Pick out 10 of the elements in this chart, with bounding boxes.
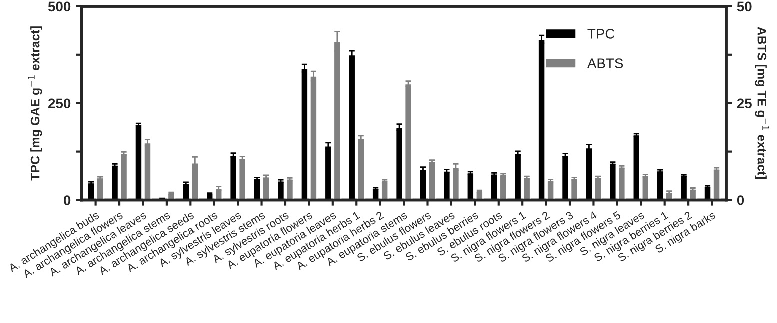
y-axis-title: TPC [mg GAE g$^{−1}$ extract]	[28, 26, 42, 181]
y2-tick-label: 50	[737, 2, 752, 12]
legend-label: TPC	[588, 29, 615, 39]
y-tick-label: 250	[48, 98, 71, 109]
y-tick-label: 500	[48, 2, 71, 12]
y-tick-label: 0	[64, 196, 71, 206]
y2-tick-label: 25	[737, 98, 752, 109]
y2-tick-label: 0	[737, 196, 744, 206]
legend-label: ABTS	[587, 58, 624, 68]
y2-axis-title: ABTS [mg TE g$^{−1}$ extract]	[755, 27, 770, 180]
